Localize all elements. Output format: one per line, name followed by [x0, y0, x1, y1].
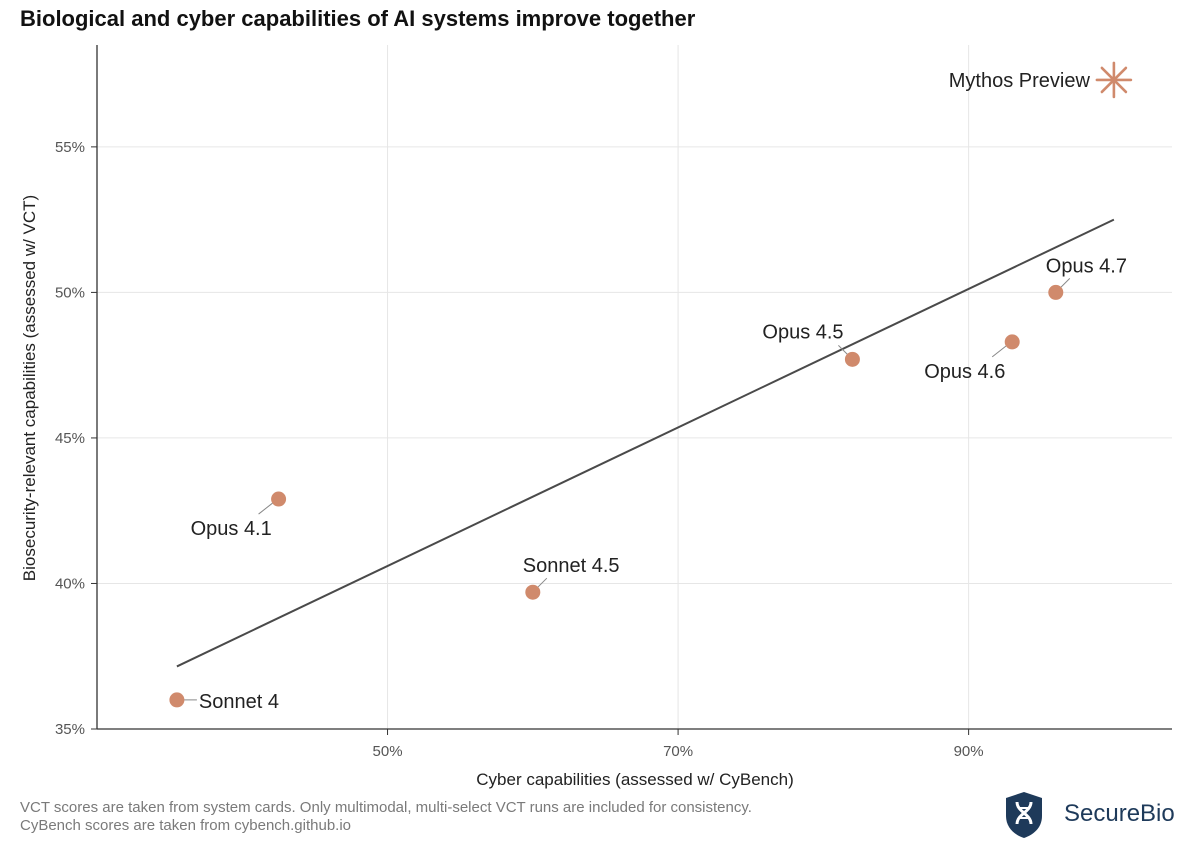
- data-point-label: Mythos Preview: [949, 70, 1091, 92]
- trendline-group: [176, 218, 1115, 668]
- data-point-star: [1095, 61, 1133, 99]
- x-tick-label: 90%: [954, 743, 984, 760]
- x-axis-label: Cyber capabilities (assessed w/ CyBench): [476, 770, 793, 789]
- scatter-chart: 50% 70% 90% 35% 40% 45% 50% 55% Sonnet 4 Opus 4.…: [20, 45, 1172, 789]
- data-point-label: Opus 4.6: [924, 361, 1005, 383]
- axes: 50% 70% 90% 35% 40% 45% 50% 55%: [55, 45, 1172, 760]
- data-points: Sonnet 4 Opus 4.1 Sonnet 4.5 Opus 4.5 Opus 4…: [169, 61, 1133, 713]
- chart-title: Biological and cyber capabilities of AI …: [20, 6, 696, 31]
- y-tick-label: 55%: [55, 139, 85, 156]
- footnote: VCT scores are taken from system cards. …: [20, 799, 752, 835]
- data-point-label: Opus 4.5: [762, 321, 843, 343]
- label-connector: [537, 577, 548, 588]
- label-connector: [991, 345, 1007, 358]
- y-tick-label: 45%: [55, 430, 85, 447]
- trendline: [176, 218, 1115, 668]
- data-point-label: Opus 4.1: [191, 518, 272, 540]
- y-tick-label: 50%: [55, 284, 85, 301]
- data-point: [1048, 284, 1064, 300]
- securebio-logo: SecureBio: [1002, 790, 1192, 840]
- y-axis-label: Biosecurity-relevant capabilities (asses…: [20, 195, 39, 581]
- data-point-label: Opus 4.7: [1046, 255, 1127, 277]
- label-connector: [258, 502, 273, 515]
- data-point: [169, 692, 185, 708]
- data-point-label: Sonnet 4.5: [523, 555, 620, 577]
- x-tick-label: 50%: [373, 743, 403, 760]
- securebio-shield-icon: [1006, 792, 1042, 838]
- data-point: [1004, 334, 1020, 350]
- y-tick-label: 35%: [55, 721, 85, 738]
- label-connector: [1060, 278, 1071, 288]
- data-point-label: Sonnet 4: [199, 691, 279, 713]
- brand-name: SecureBio: [1064, 800, 1175, 827]
- data-point: [844, 351, 860, 367]
- data-point: [525, 584, 541, 600]
- footnote-line-2: CyBench scores are taken from cybench.gi…: [20, 817, 352, 834]
- data-point: [271, 491, 287, 507]
- grid-lines: [97, 45, 1172, 730]
- x-tick-label: 70%: [663, 743, 693, 760]
- footnote-line-1: VCT scores are taken from system cards. …: [20, 799, 752, 816]
- label-connector: [838, 344, 848, 355]
- y-tick-label: 40%: [55, 575, 85, 592]
